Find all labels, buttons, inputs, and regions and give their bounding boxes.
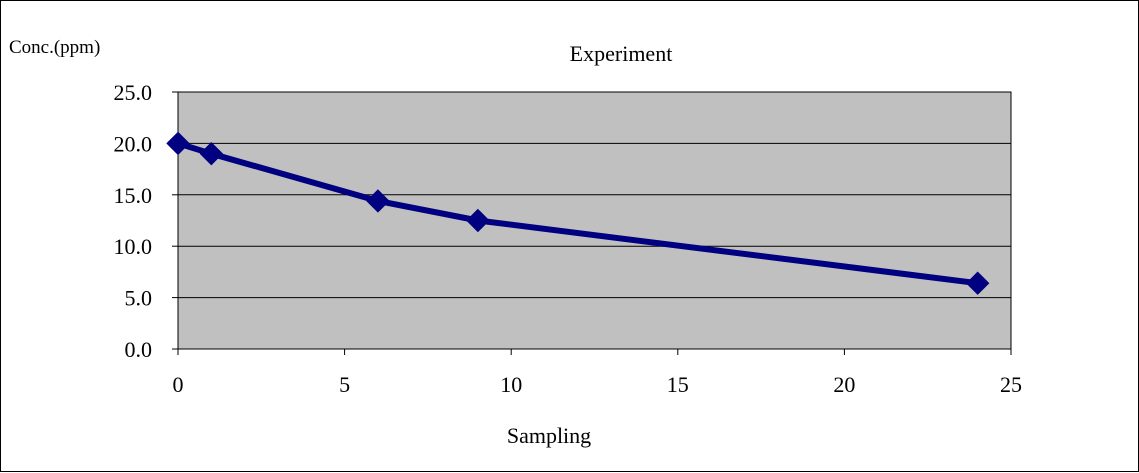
plot-background — [177, 91, 1012, 350]
x-tick-label-5: 25 — [1000, 372, 1022, 397]
y-axis-label: Conc.(ppm) — [9, 37, 100, 58]
y-tick-label-4: 20.0 — [114, 131, 153, 156]
x-axis-label: Sampling — [507, 423, 591, 448]
x-tick-label-1: 5 — [339, 372, 350, 397]
y-tick-label-3: 15.0 — [114, 183, 153, 208]
data-point-marker-0 — [166, 131, 190, 156]
y-tick-label-2: 10.0 — [114, 234, 153, 259]
data-point-marker-2 — [366, 189, 390, 213]
y-tick-label-1: 5.0 — [125, 286, 153, 311]
x-tick-label-0: 0 — [173, 372, 184, 397]
data-point-marker-1 — [199, 141, 224, 166]
x-tick-label-2: 10 — [500, 372, 522, 397]
x-tick-label-3: 15 — [667, 372, 689, 397]
y-tick-label-0: 0.0 — [125, 337, 153, 362]
data-point-marker-4 — [965, 271, 990, 295]
y-tick-label-5: 25.0 — [114, 80, 153, 105]
plot-area: 0.0 5.0 10.0 15.0 20.0 25.0 0 5 10 15 20 25 — [114, 80, 1023, 397]
x-tick-label-4: 20 — [833, 372, 855, 397]
chart-title: Experiment — [570, 41, 673, 66]
data-point-marker-3 — [466, 208, 490, 233]
